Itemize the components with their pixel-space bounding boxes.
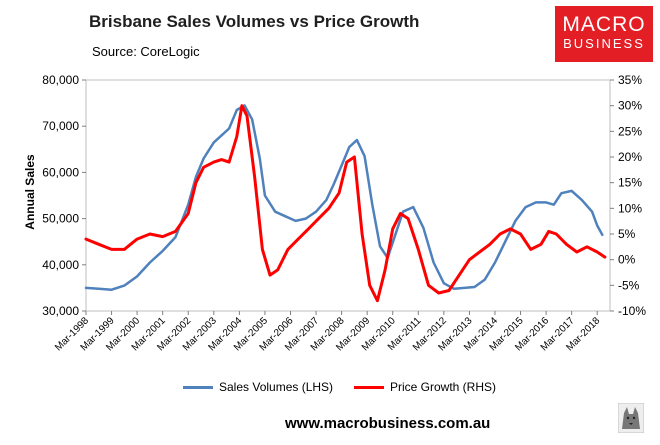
- y-left-tick-label: 40,000: [42, 258, 79, 272]
- y-right-tick-label: 20%: [618, 150, 642, 164]
- y-right-tick-label: 25%: [618, 124, 642, 138]
- legend-item-price-growth: Price Growth (RHS): [354, 380, 496, 394]
- y-left-tick-label: 30,000: [42, 304, 79, 318]
- logo-line-1: MACRO: [562, 13, 646, 36]
- y-left-tick-label: 50,000: [42, 212, 79, 226]
- y-left-tick-label: 60,000: [42, 165, 79, 179]
- legend: Sales Volumes (LHS) Price Growth (RHS): [0, 380, 660, 400]
- logo-line-2: BUSINESS: [563, 36, 645, 51]
- y-left-tick-label: 80,000: [42, 73, 79, 87]
- plot-area-border: [85, 79, 611, 312]
- y-right-tick-label: -10%: [618, 304, 646, 318]
- legend-swatch-sales-volumes: [183, 385, 213, 389]
- footer-url[interactable]: www.macrobusiness.com.au: [285, 415, 491, 432]
- legend-label-sales-volumes: Sales Volumes (LHS): [219, 380, 334, 394]
- series-line-sales-volumes: [84, 104, 604, 291]
- y-right-tick-label: 15%: [618, 176, 642, 190]
- y-right-tick-label: 30%: [618, 99, 642, 113]
- legend-item-sales-volumes: Sales Volumes (LHS): [183, 380, 333, 394]
- chart-title: Brisbane Sales Volumes vs Price Growth: [89, 12, 420, 31]
- chart-subtitle: Source: CoreLogic: [92, 44, 200, 59]
- macrobusiness-logo: MACRO BUSINESS: [555, 6, 653, 62]
- y-right-tick-label: 0%: [618, 253, 636, 267]
- y-right-tick-label: 10%: [618, 201, 642, 215]
- series-line-price-growth: [84, 104, 607, 303]
- y-right-tick-label: 35%: [618, 73, 642, 87]
- y-right-tick-label: -5%: [618, 278, 640, 292]
- legend-swatch-price-growth: [354, 385, 384, 389]
- wolf-logo-icon: [618, 403, 644, 433]
- y-right-tick-label: 5%: [618, 227, 636, 241]
- y-left-tick-label: 70,000: [42, 119, 79, 133]
- legend-label-price-growth: Price Growth (RHS): [390, 380, 497, 394]
